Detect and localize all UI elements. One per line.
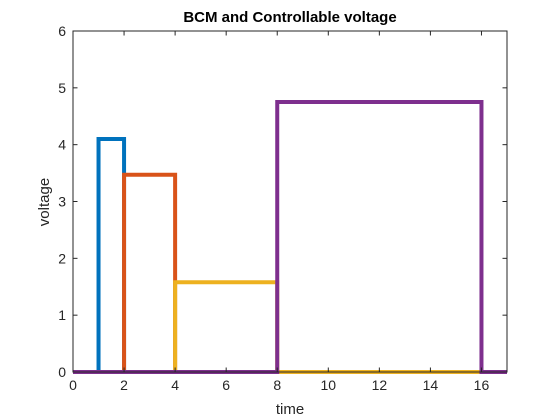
y-axis-label: voltage [36,178,53,226]
x-tick-label: 6 [222,377,230,393]
y-tick-label: 3 [58,194,66,210]
x-tick-label: 8 [273,377,281,393]
x-tick-label: 14 [423,377,439,393]
plot-area [73,31,507,372]
x-tick-label: 10 [321,377,337,393]
x-tick-label: 12 [372,377,388,393]
x-tick-label: 4 [171,377,179,393]
y-tick-label: 2 [58,250,66,266]
x-tick-label: 16 [474,377,490,393]
y-tick-label: 4 [58,137,66,153]
x-axis-label: time [276,401,304,418]
y-tick-label: 1 [58,307,66,323]
x-tick-label: 0 [69,377,77,393]
y-tick-label: 0 [58,364,66,380]
y-tick-label: 6 [58,23,66,39]
x-tick-label: 2 [120,377,128,393]
chart-title: BCM and Controllable voltage [183,9,396,26]
y-tick-label: 5 [58,80,66,96]
